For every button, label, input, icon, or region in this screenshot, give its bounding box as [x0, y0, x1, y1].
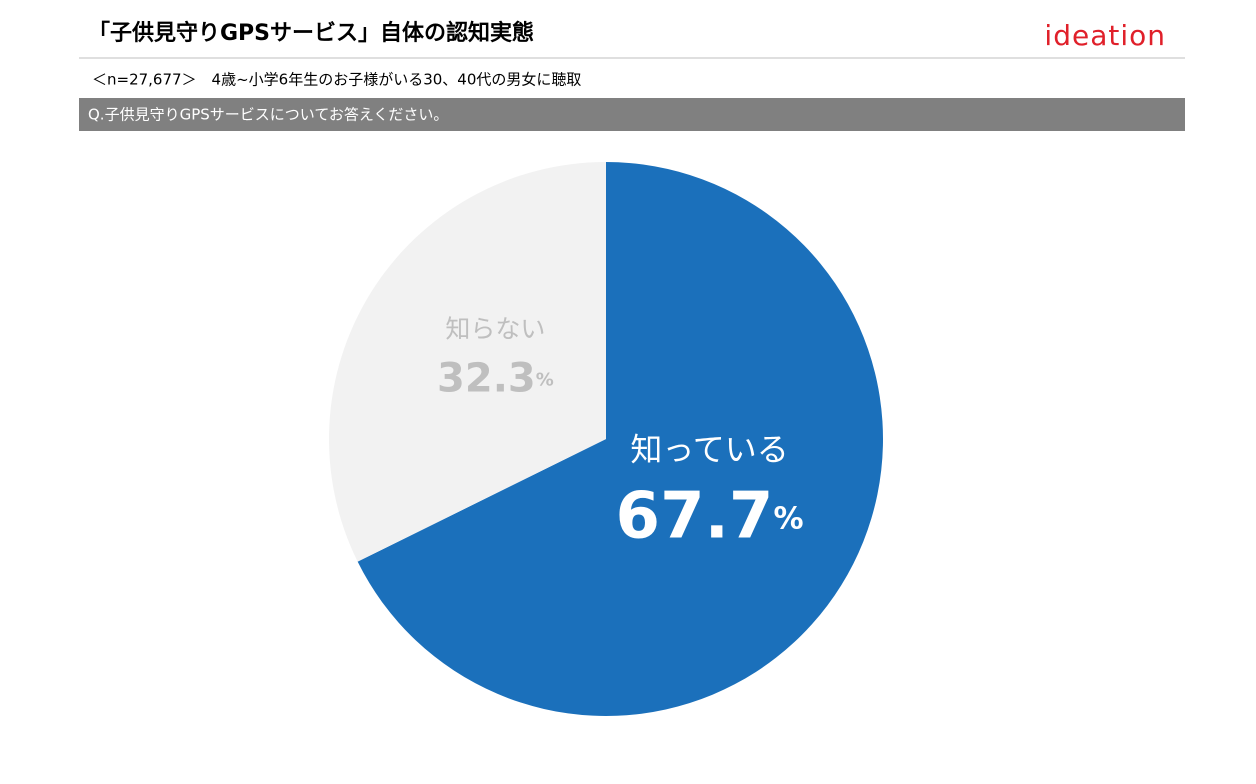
- subtitle: ＜n=27,677＞ 4歳~小学6年生のお子様がいる30、40代の男女に聴取: [92, 71, 581, 89]
- chart-title: 「子供見守りGPSサービス」自体の認知実態: [88, 20, 534, 46]
- slice-value-unit: %: [773, 501, 803, 536]
- slice-category: 知らない: [445, 314, 545, 343]
- slice-value-number: 67.7: [616, 479, 774, 553]
- question-bar: [79, 98, 1185, 131]
- pie-slice: [357, 162, 883, 716]
- slice-value: 67.7%: [616, 479, 804, 553]
- pie-slice: [328, 162, 606, 562]
- slice-value-unit: %: [536, 369, 554, 390]
- slice-category: 知っている: [630, 430, 788, 468]
- slice-value-number: 32.3: [437, 355, 536, 401]
- slice-value: 32.3%: [437, 355, 554, 401]
- question: Q.子供見守りGPSサービスについてお答えください。: [88, 106, 448, 124]
- logo: ideation: [1044, 19, 1166, 52]
